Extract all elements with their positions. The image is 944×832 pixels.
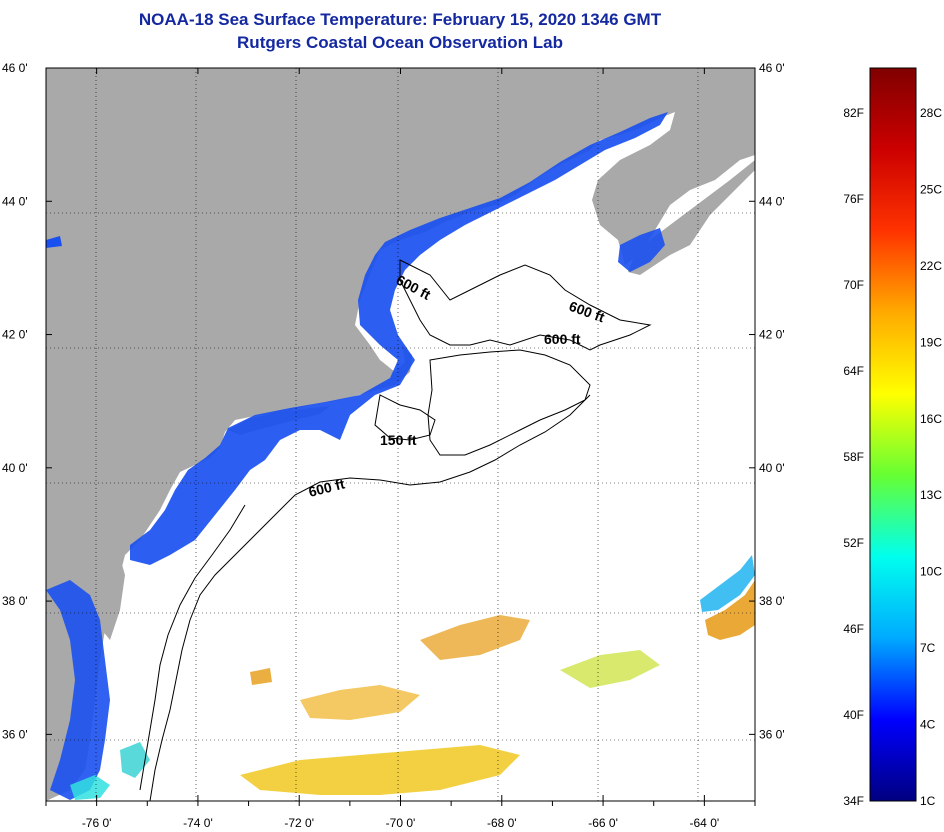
isobath-600ft-shelf-break [149, 394, 591, 801]
lat-tick-label-right: 42 0' [759, 328, 785, 342]
colorbar-gradient [869, 67, 917, 802]
land-delmarva [95, 520, 125, 640]
lon-tick-label: -68 0' [487, 816, 517, 830]
colorbar-c-label: 28C [920, 106, 942, 120]
lat-tick-label: 44 0' [2, 194, 28, 208]
colorbar-f-label: 58F [843, 450, 864, 464]
colorbar-f-label: 82F [843, 106, 864, 120]
sst-cyan-patch-coast [120, 742, 150, 778]
map-title: NOAA-18 Sea Surface Temperature: Februar… [138, 10, 662, 29]
lat-tick-label-right: 38 0' [759, 594, 785, 608]
colorbar-f-label: 70F [843, 278, 864, 292]
isobath-label: 600 ft [544, 331, 581, 347]
lat-tick-label: 38 0' [2, 594, 28, 608]
sst-chesapeake-cold [46, 580, 110, 800]
colorbar-c-label: 13C [920, 488, 942, 502]
celsius-scale: 28C 25C 22C 19C 16C 13C 10C 7C 4C 1C [920, 106, 942, 808]
sst-warm-patch-east [560, 650, 660, 688]
colorbar-c-label: 4C [920, 718, 936, 732]
colorbar-f-label: 64F [843, 364, 864, 378]
isobath-label: 150 ft [380, 432, 417, 448]
isobath-150ft-nantucket [374, 394, 436, 441]
lat-tick-label: 40 0' [2, 461, 28, 475]
colorbar-f-label: 46F [843, 622, 864, 636]
colorbar-f-label: 34F [843, 794, 864, 808]
colorbar-c-label: 7C [920, 641, 936, 655]
lon-tick-label: -74 0' [183, 816, 213, 830]
lon-tick-label: -64 0' [690, 816, 720, 830]
sst-coastal-cold-band [130, 112, 668, 565]
sst-map: 600 ft 600 ft 600 ft 150 ft 600 ft 46 0'… [2, 61, 785, 830]
colorbar-c-label: 10C [920, 565, 942, 579]
lon-tick-label: -76 0' [82, 816, 112, 830]
colorbar-f-label: 52F [843, 536, 864, 550]
lat-tick-label: 42 0' [2, 328, 28, 342]
fahrenheit-scale: 82F 76F 70F 64F 58F 52F 46F 40F 34F [843, 106, 864, 808]
colorbar-c-label: 19C [920, 335, 942, 349]
lat-tick-label-right: 40 0' [759, 461, 785, 475]
temperature-colorbar: 82F 76F 70F 64F 58F 52F 46F 40F 34F 28C 25C 22C 19C… [843, 67, 942, 808]
colorbar-c-label: 22C [920, 259, 942, 273]
sst-warm-patch-mid [300, 685, 420, 720]
isobath-600ft-gulf-maine [399, 259, 652, 351]
sst-lake-patch [46, 236, 62, 248]
map-subtitle: Rutgers Coastal Ocean Observation Lab [237, 33, 563, 52]
lon-tick-label: -72 0' [284, 816, 314, 830]
lat-tick-label: 46 0' [2, 61, 28, 75]
lat-tick-label: 36 0' [2, 727, 28, 741]
colorbar-f-label: 76F [843, 192, 864, 206]
lon-tick-label: -70 0' [386, 816, 416, 830]
lat-tick-label-right: 44 0' [759, 194, 785, 208]
colorbar-c-label: 1C [920, 794, 936, 808]
colorbar-c-label: 25C [920, 182, 942, 196]
land-us-canada [46, 68, 755, 801]
sst-cyan-patch-se [70, 775, 110, 800]
longitude-axis: -76 0' -74 0' -72 0' -70 0' -68 0' -66 0' -64 … [45, 68, 756, 830]
lon-tick-label: -66 0' [588, 816, 618, 830]
colorbar-f-label: 40F [843, 708, 864, 722]
lat-tick-label-right: 46 0' [759, 61, 785, 75]
sst-gulf-stream-warm [705, 580, 755, 640]
isobath-georges-bank [427, 349, 591, 456]
isobath-inner-shelf [139, 504, 246, 791]
sst-warm-patch-south [240, 745, 520, 795]
sst-fundy-cold [618, 228, 665, 272]
sst-gulf-stream-cool [700, 555, 755, 612]
sst-warm-patch-central [420, 615, 530, 660]
colorbar-c-label: 16C [920, 412, 942, 426]
latitude-axis: 46 0' 46 0' 44 0' 44 0' 42 0' 42 0' 40 0' 40 0'… [2, 61, 785, 741]
sst-warm-patch-sw [250, 668, 272, 685]
lat-tick-label-right: 36 0' [759, 727, 785, 741]
